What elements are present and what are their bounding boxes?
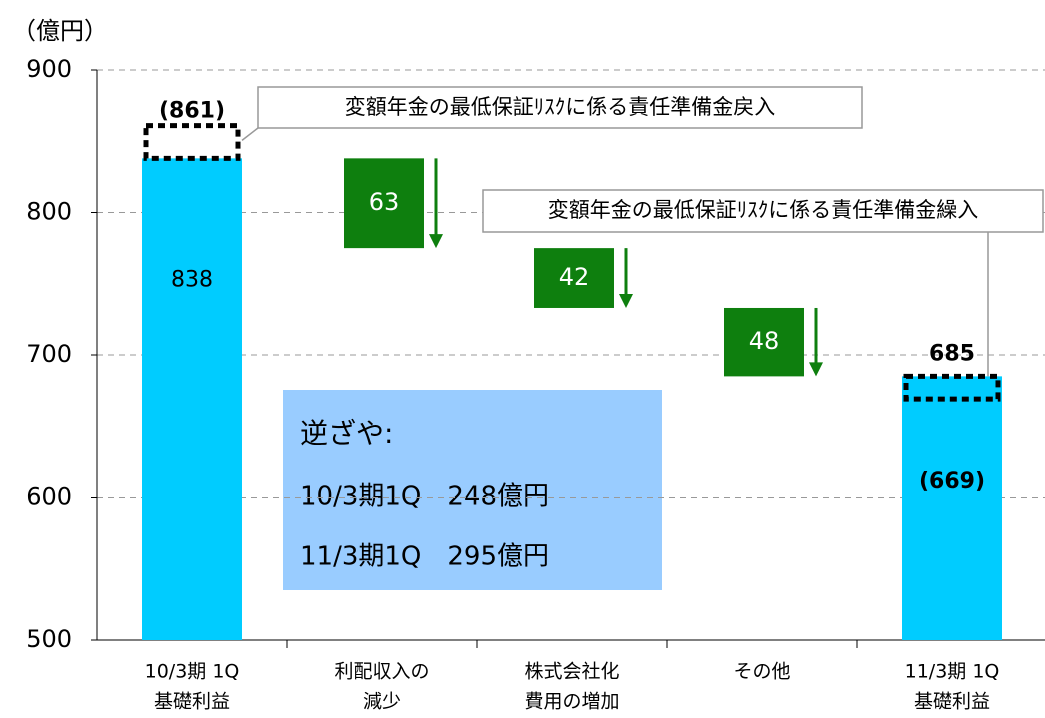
callout-box [482,189,1044,233]
callout-box [257,86,863,129]
x-tick-label: 利配収入の [334,661,429,683]
x-tick-label: 11/3期 1Q [905,661,1000,683]
arrow-head [429,234,443,249]
adjusted-box [903,373,1001,402]
y-tick-label: 700 [26,340,72,368]
x-tick-label: その他 [733,661,790,683]
value-label: 838 [171,267,213,292]
arrow-head [809,362,823,377]
callout-line [241,127,259,141]
x-tick-label: 10/3期 1Q [145,661,240,683]
note-line: 11/3期1Q 295億円 [300,542,549,572]
x-tick-label: 基礎利益 [914,691,990,713]
note-line: 10/3期1Q 248億円 [300,482,549,512]
x-tick-label: 費用の増加 [524,691,619,713]
alt-value-label: (669) [919,469,985,494]
value-label: 42 [559,263,590,291]
unit-label: （億円） [12,17,108,45]
bar [902,376,1002,640]
y-tick-label: 800 [26,198,72,226]
arrow-head [619,293,633,308]
x-tick-label: 減少 [363,691,401,713]
bar [724,307,804,377]
adjusted-box [143,123,241,161]
y-tick-label: 900 [26,55,72,83]
note-title: 逆ざや: [300,417,393,450]
value-label: 63 [369,188,400,216]
y-tick-label: 600 [26,483,72,511]
value-label: 685 [929,341,975,366]
bar [344,158,424,249]
x-tick-label: 株式会社化 [524,661,619,683]
note-box [283,390,662,590]
y-tick-label: 500 [26,625,72,653]
annotation: 変額年金の最低保証ﾘｽｸに係る責任準備金繰入 [548,198,979,222]
bar [534,248,614,308]
annotation: 変額年金の最低保証ﾘｽｸに係る責任準備金戻入 [345,95,776,119]
value-label: 48 [749,327,780,355]
x-tick-label: 基礎利益 [154,691,230,713]
bar [142,158,242,640]
alt-value-label: (861) [159,99,225,124]
